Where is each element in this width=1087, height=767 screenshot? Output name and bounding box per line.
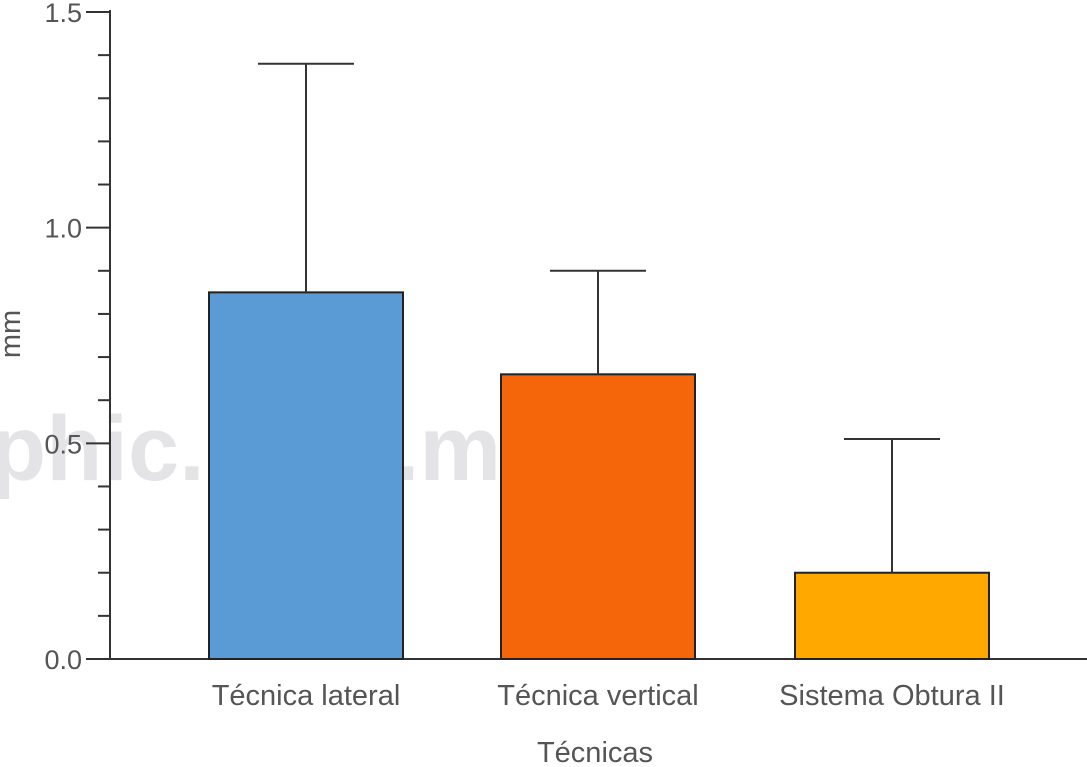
y-tick-label: 0.5: [44, 429, 82, 459]
labels: 0.0 0.5 1.0 1.5 Técnica lateral Técnica verti…: [44, 0, 1004, 712]
bar: [500, 373, 696, 660]
x-tick-label: Técnica vertical: [497, 680, 698, 712]
x-axis-title: Técnicas: [537, 737, 653, 767]
y-tick-label: 1.5: [44, 0, 82, 28]
bars: [208, 291, 990, 661]
error-bars: [258, 62, 940, 573]
y-tick-label: 0.0: [44, 645, 82, 675]
bar: [208, 291, 404, 660]
x-tick-label: Técnica lateral: [212, 680, 401, 712]
bar: [794, 571, 990, 661]
y-axis-title: mm: [0, 310, 27, 358]
y-tick-label: 1.0: [44, 214, 82, 244]
x-tick-label: Sistema Obtura II: [779, 680, 1005, 712]
